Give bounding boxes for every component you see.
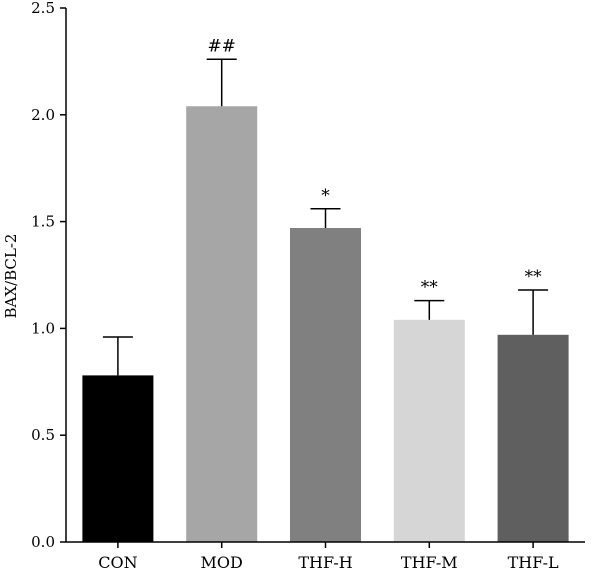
bar-thf-m — [393, 319, 465, 542]
y-tick-label: 2.0 — [31, 106, 55, 124]
significance-label-mod: ## — [207, 36, 236, 56]
y-axis: 0.0 0.5 1.0 1.5 2.0 2.5 — [31, 0, 67, 551]
bars-group — [82, 106, 569, 543]
x-axis: CON MOD THF-H THF-M THF-L — [66, 541, 585, 572]
significance-label-thf-h: * — [321, 186, 330, 206]
significance-label-thf-l: ** — [525, 267, 543, 287]
y-tick-label: 1.0 — [31, 319, 55, 337]
bar-thf-l — [497, 334, 569, 542]
bar-con — [82, 375, 154, 542]
y-tick-label: 1.5 — [31, 213, 55, 231]
y-tick-label: 0.0 — [31, 533, 55, 551]
y-axis-label: BAX/BCL-2 — [2, 234, 20, 319]
x-tick-label-thf-l: THF-L — [508, 553, 559, 572]
significance-labels-group: ##***** — [207, 36, 542, 297]
y-tick-label: 0.5 — [31, 426, 55, 444]
x-tick-label-thf-m: THF-M — [401, 553, 458, 572]
error-bars-group — [102, 58, 549, 376]
bar-thf-h — [290, 228, 361, 542]
significance-label-thf-m: ** — [421, 278, 439, 298]
bar-mod — [186, 106, 258, 543]
x-tick-label-thf-h: THF-H — [298, 553, 352, 572]
y-tick-label: 2.5 — [31, 0, 55, 17]
x-tick-label-mod: MOD — [201, 553, 243, 572]
x-tick-label-con: CON — [98, 553, 137, 572]
